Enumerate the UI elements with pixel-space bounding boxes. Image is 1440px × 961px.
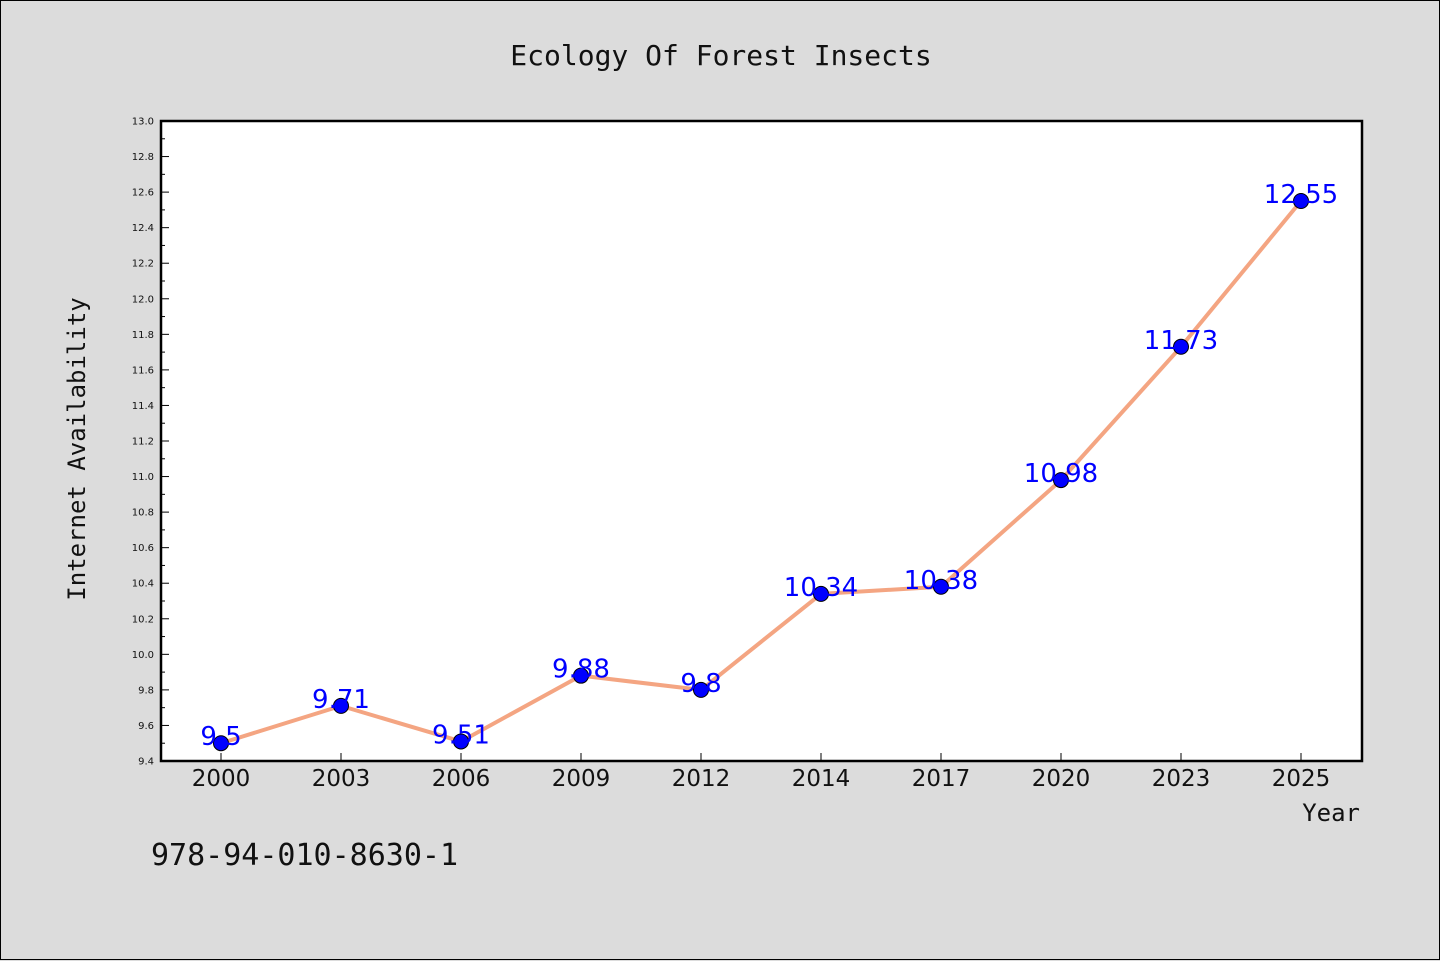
data-label: 9.8: [680, 669, 721, 699]
data-point: [813, 585, 829, 602]
data-point: [453, 733, 469, 750]
data-label: 9.71: [312, 685, 370, 715]
series: 9.5 9.71 9.51 9.88 9.8 10.34 10.38 10.98 11.73 12…: [200, 180, 1338, 752]
x-tick-label: 2014: [792, 766, 851, 792]
data-point: [1173, 338, 1189, 355]
y-tick-label: 11.2: [132, 437, 154, 448]
data-point: [213, 735, 229, 752]
data-point: [333, 697, 349, 714]
y-tick-label: 10.0: [132, 650, 154, 661]
y-tick-label: 10.8: [132, 508, 154, 519]
y-tick-label: 13.0: [132, 117, 154, 128]
y-tick-label: 9.6: [138, 721, 154, 732]
y-tick-label: 11.6: [132, 365, 154, 376]
data-point: [1053, 472, 1069, 489]
y-axis: 9.4 9.6 9.8 10.0 10.2 10.4 10.6 10.8 11.0 11.2 11.…: [132, 117, 169, 768]
data-label: 9.51: [432, 720, 490, 750]
x-tick-label: 2006: [432, 766, 491, 792]
y-tick-label: 9.8: [138, 685, 154, 696]
x-tick-label: 2023: [1152, 766, 1211, 792]
data-point: [933, 578, 949, 595]
x-tick-label: 2012: [672, 766, 731, 792]
x-tick-label: 2009: [552, 766, 611, 792]
y-tick-label: 12.8: [132, 152, 154, 163]
x-tick-label: 2020: [1032, 766, 1091, 792]
data-point: [1293, 193, 1309, 209]
x-tick-label: 2000: [192, 766, 251, 792]
x-axis-label: Year: [1302, 799, 1360, 827]
plot-border: [159, 119, 1364, 763]
data-label: 10.34: [784, 573, 858, 603]
y-tick-label: 12.0: [132, 294, 154, 305]
x-axis: 2000 2003 2006 2009 2012 2014 2017 2020 2023 2025: [192, 753, 1331, 792]
series-line: [219, 199, 1303, 746]
y-tick-label: 10.2: [132, 614, 154, 625]
y-tick-label: 12.6: [132, 188, 154, 199]
chart-title: Ecology Of Forest Insects: [510, 39, 931, 72]
isbn-text: 978-94-010-8630-1: [151, 838, 458, 873]
y-tick-label: 11.8: [132, 330, 154, 341]
data-point: [693, 681, 709, 698]
data-label: 10.38: [904, 566, 978, 596]
y-tick-label: 11.0: [132, 472, 154, 483]
y-tick-label: 9.4: [138, 757, 154, 768]
y-tick-label: 10.4: [132, 579, 154, 590]
y-axis-label: Internet Availability: [63, 297, 91, 600]
data-label: 9.5: [200, 722, 241, 752]
data-label: 12.55: [1264, 180, 1338, 210]
plot-area: [161, 121, 1362, 761]
y-tick-label: 12.2: [132, 259, 154, 270]
data-label: 11.73: [1144, 326, 1218, 356]
data-point: [573, 667, 589, 684]
x-tick-label: 2025: [1272, 766, 1331, 792]
y-tick-label: 12.4: [132, 223, 154, 234]
x-tick-label: 2017: [912, 766, 971, 792]
y-tick-label: 10.6: [132, 543, 154, 554]
data-label: 9.88: [552, 655, 610, 685]
y-tick-label: 11.4: [132, 401, 154, 412]
data-label: 10.98: [1024, 459, 1098, 489]
x-tick-label: 2003: [312, 766, 371, 792]
